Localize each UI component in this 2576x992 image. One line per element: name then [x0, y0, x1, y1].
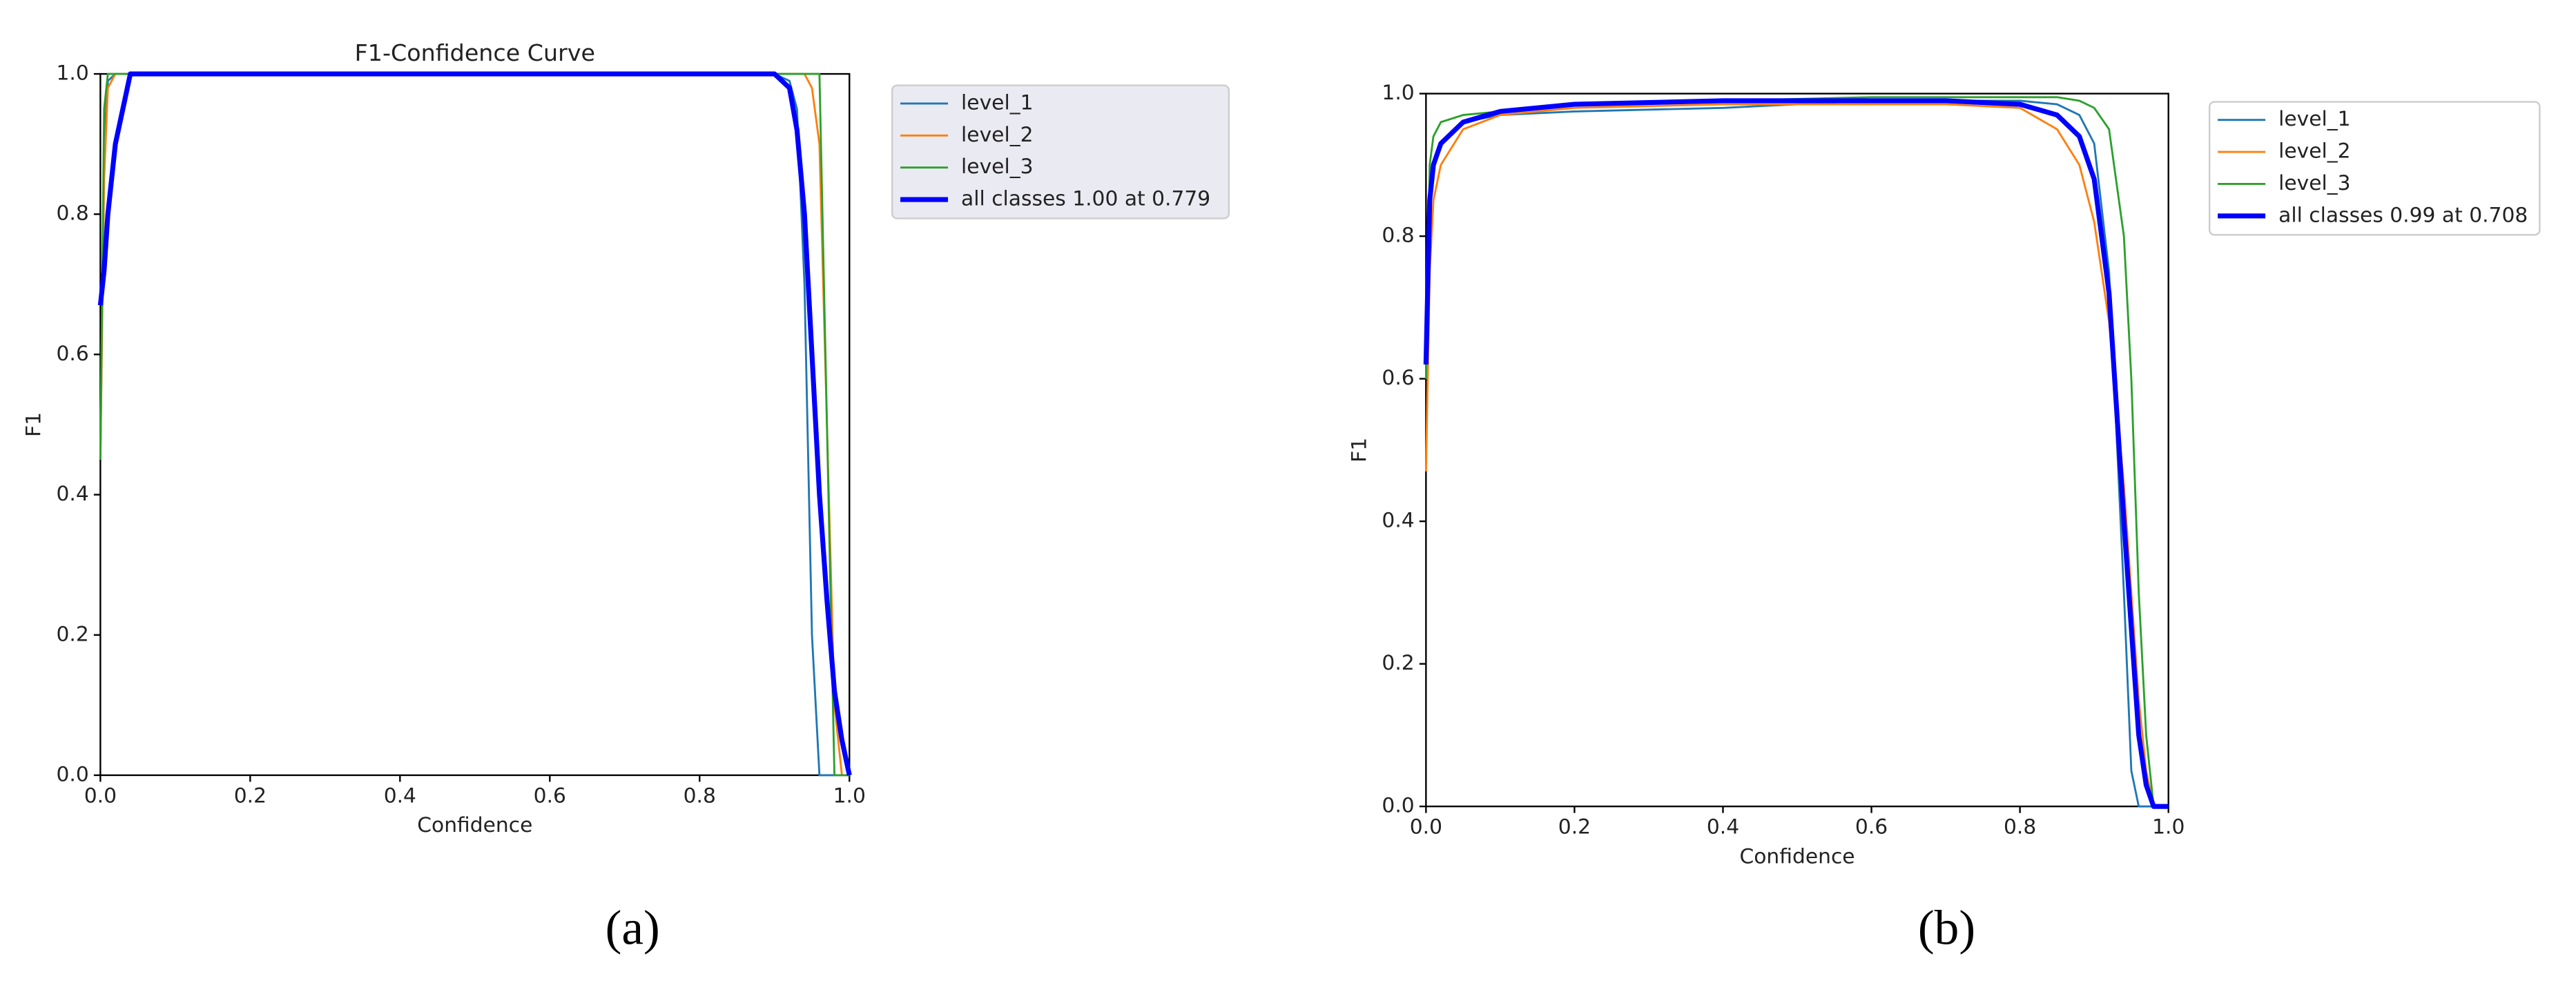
x-axis-label: Confidence — [1739, 844, 1854, 868]
x-tick-label: 0.0 — [1410, 815, 1442, 839]
y-tick-label: 0.6 — [1382, 366, 1414, 390]
caption: (a) — [606, 901, 660, 955]
x-tick-label: 0.0 — [84, 784, 117, 808]
x-tick-label: 0.8 — [2004, 815, 2036, 839]
legend-box — [891, 84, 1230, 220]
legend-label: level_1 — [2278, 107, 2350, 131]
series-line — [1423, 98, 2169, 809]
legend-label: level_3 — [961, 155, 1033, 179]
x-tick-label: 0.6 — [1855, 815, 1888, 839]
x-tick-label: 0.2 — [234, 784, 267, 808]
y-axis-label: F1 — [22, 412, 46, 437]
legend-label: level_2 — [2278, 139, 2350, 164]
y-tick-label: 1.0 — [1382, 81, 1414, 105]
y-tick-label: 0.2 — [1382, 651, 1414, 675]
chart: 0.0 0.2 0.4 0.6 0.8 1.0 0.0 0.2 0.4 0.6 0.8 1.0 Conf… — [1348, 81, 2541, 955]
y-tick-label: 0.4 — [1382, 509, 1414, 533]
chart-title: F1-Confidence Curve — [355, 39, 595, 66]
series-line — [97, 71, 852, 776]
x-tick-label: 0.8 — [684, 784, 716, 808]
y-tick-label: 0.8 — [56, 202, 88, 226]
x-tick-label: 1.0 — [833, 784, 866, 808]
x-tick-label: 0.2 — [1558, 815, 1591, 839]
chart: 0.0 0.2 0.4 0.6 0.8 1.0 0.0 0.2 0.4 0.6 0.8 1.0 Conf… — [22, 39, 1230, 955]
x-axis-label: Confidence — [417, 813, 532, 837]
plot-area — [1425, 93, 2169, 808]
y-tick-label: 0.0 — [1382, 794, 1414, 818]
legend-box — [2209, 101, 2541, 236]
x-tick-label: 0.6 — [534, 784, 566, 808]
x-tick-label: 0.4 — [384, 784, 416, 808]
y-tick-label: 0.6 — [56, 342, 88, 366]
x-tick-label: 1.0 — [2152, 815, 2185, 839]
y-tick-label: 0.4 — [56, 482, 88, 506]
legend-label: level_2 — [961, 123, 1033, 147]
y-tick-label: 0.8 — [1382, 224, 1414, 248]
series-line — [1424, 96, 2169, 808]
y-tick-label: 1.0 — [56, 61, 88, 86]
y-tick-label: 0.2 — [56, 622, 88, 646]
y-tick-label: 0.0 — [56, 762, 88, 786]
legend-label: level_1 — [961, 90, 1033, 115]
plot-area — [99, 72, 851, 777]
y-axis-label: F1 — [1348, 438, 1372, 463]
series-line — [1424, 103, 2169, 808]
caption: (b) — [1918, 901, 1975, 955]
x-tick-label: 0.4 — [1707, 815, 1739, 839]
legend-label: all classes 1.00 at 0.779 — [961, 187, 1210, 211]
legend-label: level_3 — [2278, 171, 2350, 195]
legend-label: all classes 0.99 at 0.708 — [2278, 203, 2528, 227]
